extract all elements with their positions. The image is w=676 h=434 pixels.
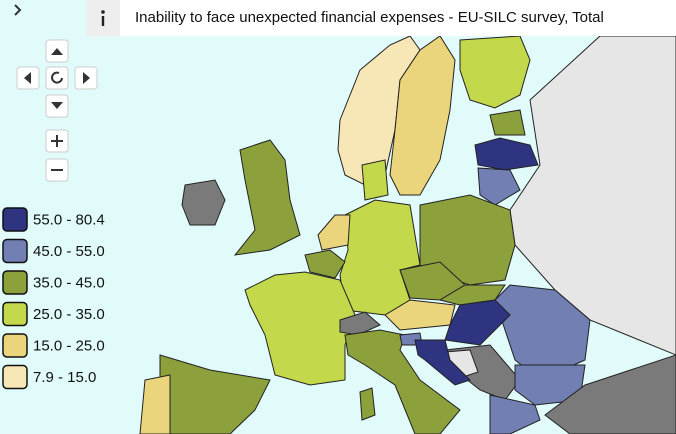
country (474, 137, 539, 171)
icon (51, 102, 63, 109)
country (139, 374, 171, 434)
map-title: Inability to face unexpected financial e… (135, 9, 604, 26)
icon (24, 72, 31, 84)
country (438, 284, 506, 306)
legend-label: 25.0 - 35.0 (33, 306, 105, 323)
country (359, 387, 376, 421)
legend-swatch (2, 333, 28, 358)
legend-swatch (2, 207, 28, 232)
country (494, 284, 591, 381)
country (489, 394, 541, 434)
country (384, 299, 456, 331)
country (233, 139, 301, 256)
country (489, 109, 526, 136)
legend-label: 7.9 - 15.0 (33, 369, 96, 386)
country (317, 214, 351, 251)
country (339, 199, 421, 316)
nav-controls (16, 39, 98, 182)
country (514, 364, 586, 406)
no-data-country (544, 354, 676, 434)
legend-label: 55.0 - 80.4 (33, 211, 105, 228)
no-data-country (339, 311, 381, 336)
country (414, 339, 471, 386)
country (244, 271, 356, 386)
title-bar: Inability to face unexpected financial e… (86, 0, 676, 36)
country (477, 167, 521, 206)
legend-label: 15.0 - 25.0 (33, 337, 105, 354)
legend-label: 35.0 - 45.0 (33, 274, 105, 291)
legend-swatch (2, 301, 28, 327)
legend: 55.0 - 80.4 45.0 - 55.0 35.0 - 45.0 25.0 - … (2, 207, 105, 390)
icon (51, 48, 63, 55)
countries (139, 35, 676, 434)
icon (83, 72, 90, 84)
country (361, 159, 389, 201)
expand-chevron[interactable] (14, 4, 22, 16)
icon (51, 71, 63, 84)
icon (51, 135, 63, 147)
country (304, 249, 346, 279)
info-icon[interactable] (86, 0, 126, 36)
legend-swatch (2, 364, 28, 390)
reset[interactable] (45, 66, 69, 90)
legend-swatch (2, 238, 28, 264)
country (459, 35, 531, 109)
country (344, 329, 461, 434)
no-data-country (181, 179, 226, 226)
legend-label: 45.0 - 55.0 (33, 243, 105, 260)
country (389, 35, 456, 196)
legend-swatch (2, 270, 28, 295)
